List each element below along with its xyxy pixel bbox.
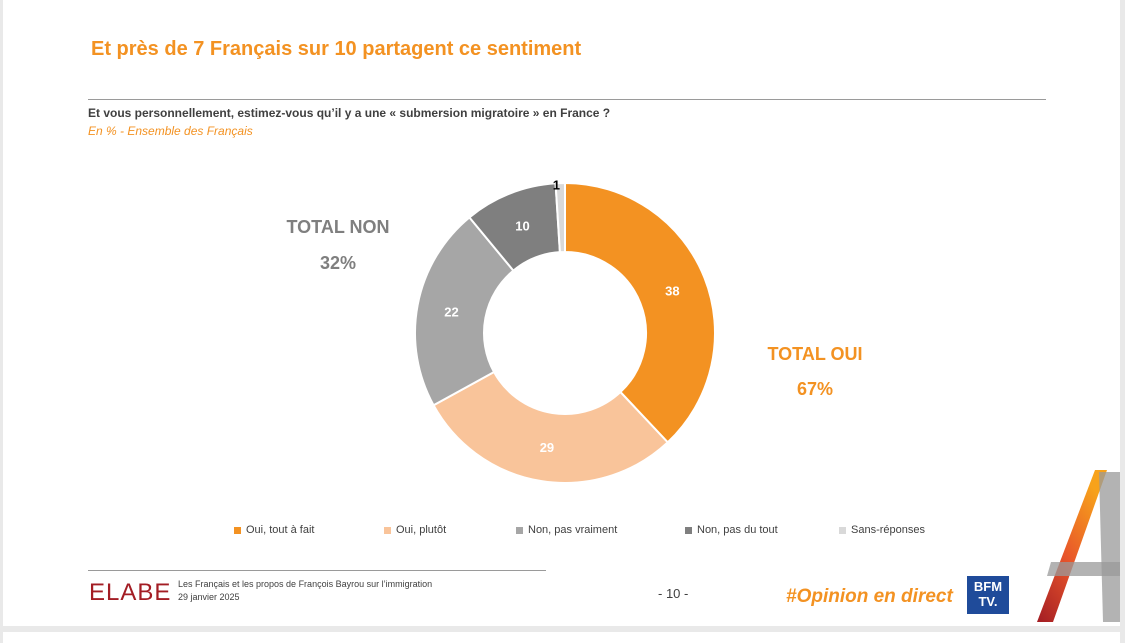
subtitle-text: En % - Ensemble des Français bbox=[88, 124, 253, 138]
legend-label: Non, pas vraiment bbox=[528, 524, 618, 536]
slice-label-1: 29 bbox=[540, 440, 554, 455]
legend-label: Non, pas du tout bbox=[697, 524, 778, 536]
total-non-value: 32% bbox=[319, 253, 357, 273]
slide: Et près de 7 Français sur 10 partagent c… bbox=[3, 0, 1120, 626]
footer-date: 29 janvier 2025 bbox=[178, 592, 240, 602]
legend-item: Oui, tout à fait bbox=[234, 524, 314, 536]
elabe-a-graphic bbox=[1037, 470, 1120, 622]
divider-top bbox=[88, 99, 1046, 100]
elabe-logo: ELABE bbox=[89, 579, 172, 606]
legend-item: Oui, plutôt bbox=[384, 524, 446, 536]
legend-item: Non, pas du tout bbox=[685, 524, 778, 536]
slice-label-0: 38 bbox=[665, 283, 679, 298]
next-slide-edge bbox=[3, 632, 1120, 643]
legend-swatch bbox=[839, 526, 846, 534]
legend-label: Oui, tout à fait bbox=[246, 524, 315, 536]
donut-chart: 38 29 22 10 1 bbox=[414, 178, 716, 484]
slice-1 bbox=[432, 370, 670, 484]
legend-label: Oui, plutôt bbox=[396, 524, 447, 536]
slice-label-2: 22 bbox=[444, 304, 458, 319]
bfm-logo-line1: BFM bbox=[973, 579, 1003, 594]
bfm-tv-logo: BFM TV. bbox=[967, 576, 1009, 614]
slide-title: Et près de 7 Français sur 10 partagent c… bbox=[91, 38, 582, 60]
chart-legend: Oui, tout à fait Oui, plutôt Non, pas vrai… bbox=[3, 524, 1120, 540]
legend-label: Sans-réponses bbox=[851, 524, 925, 536]
total-non-label: TOTAL NON bbox=[286, 217, 390, 237]
legend-swatch bbox=[234, 526, 241, 534]
total-oui-value: 67% bbox=[796, 379, 834, 399]
legend-item: Sans-réponses bbox=[839, 524, 925, 536]
slice-4 bbox=[554, 181, 566, 254]
divider-bottom bbox=[88, 570, 546, 571]
question-text: Et vous personnellement, estimez-vous qu… bbox=[88, 106, 611, 120]
slice-label-3: 10 bbox=[515, 219, 529, 234]
bfm-logo-line2: TV. bbox=[978, 594, 998, 609]
slice-0 bbox=[564, 181, 716, 444]
legend-swatch bbox=[685, 526, 692, 534]
legend-swatch bbox=[384, 526, 391, 534]
legend-item: Non, pas vraiment bbox=[516, 524, 617, 536]
footer-study-title: Les Français et les propos de François B… bbox=[178, 579, 433, 589]
legend-swatch bbox=[516, 526, 523, 534]
total-oui-label: TOTAL OUI bbox=[767, 344, 863, 364]
hashtag-opinion: #Opinion en direct bbox=[786, 586, 953, 607]
slice-2 bbox=[414, 216, 515, 407]
slice-label-4: 1 bbox=[553, 178, 560, 193]
page-number: - 10 - bbox=[658, 586, 689, 601]
